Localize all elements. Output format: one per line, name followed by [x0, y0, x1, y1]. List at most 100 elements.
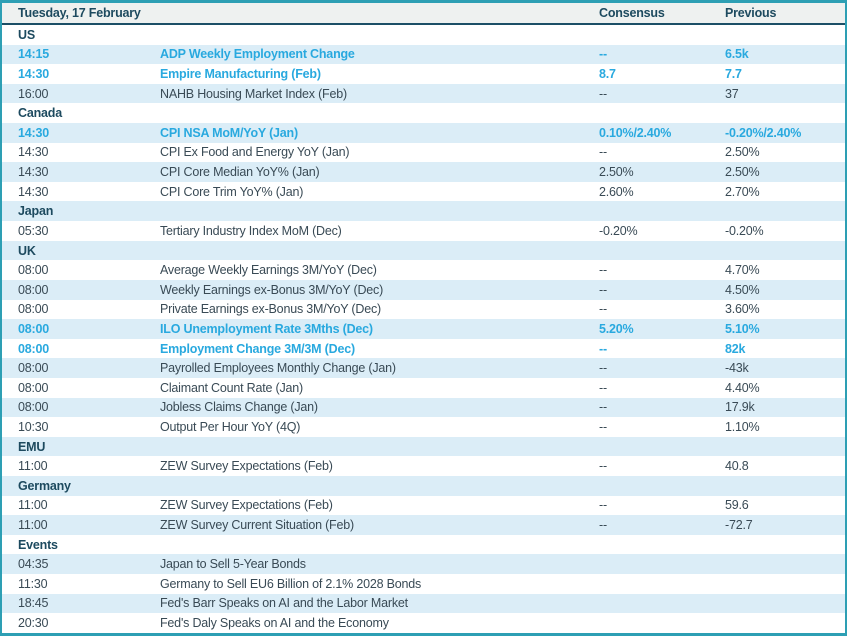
previous-value: 59.6	[725, 498, 749, 513]
previous-value: 4.50%	[725, 282, 760, 297]
consensus-value: --	[599, 498, 607, 513]
section-header-row: Japan	[2, 201, 845, 222]
table-row: 20:30 Fed's Daly Speaks on AI and the Eco…	[2, 613, 845, 633]
event-time: 05:30	[18, 223, 49, 238]
calendar-body: US 14:15 ADP Weekly Employment Change -- 6.5…	[2, 25, 845, 633]
previous-value: 2.70%	[725, 184, 760, 199]
consensus-value: --	[599, 518, 607, 533]
event-name: Output Per Hour YoY (4Q)	[160, 419, 301, 434]
previous-value: 6.5k	[725, 47, 749, 62]
event-time: 10:30	[18, 419, 49, 434]
event-name: ZEW Survey Expectations (Feb)	[160, 498, 333, 513]
table-row: 08:00 Private Earnings ex-Bonus 3M/YoY (D…	[2, 300, 845, 320]
consensus-value: 2.50%	[599, 165, 634, 180]
previous-value: 5.10%	[725, 321, 760, 336]
event-time: 20:30	[18, 616, 49, 631]
consensus-value: 5.20%	[599, 321, 634, 336]
table-row: 04:35 Japan to Sell 5-Year Bonds	[2, 554, 845, 575]
consensus-column-header: Consensus	[599, 6, 665, 20]
consensus-value: --	[599, 263, 607, 278]
previous-value: 37	[725, 86, 739, 101]
previous-value: -72.7	[725, 518, 753, 533]
table-row: 11:00 ZEW Survey Current Situation (Feb) -…	[2, 515, 845, 535]
event-name: Weekly Earnings ex-Bonus 3M/YoY (Dec)	[160, 282, 384, 297]
event-name: ZEW Survey Current Situation (Feb)	[160, 518, 354, 533]
section-header-row: US	[2, 25, 845, 45]
table-row: 11:00 ZEW Survey Expectations (Feb) -- 40.8	[2, 456, 845, 476]
previous-value: -0.20%	[725, 223, 764, 238]
section-header-row: Events	[2, 535, 845, 555]
table-row: 08:00 ILO Unemployment Rate 3Mths (Dec) 5.…	[2, 319, 845, 339]
event-name: NAHB Housing Market Index (Feb)	[160, 86, 347, 101]
table-row: 14:30 CPI Core Median YoY% (Jan) 2.50% 2.50…	[2, 162, 845, 182]
table-row: 14:15 ADP Weekly Employment Change -- 6.5k	[2, 44, 845, 65]
table-row: 08:00 Employment Change 3M/3M (Dec) -- 82k	[2, 339, 845, 359]
section-name: Canada	[18, 106, 62, 121]
event-time: 14:30	[18, 145, 49, 160]
event-time: 11:30	[18, 576, 48, 591]
event-time: 16:00	[18, 86, 49, 101]
previous-value: 2.50%	[725, 165, 760, 180]
table-row: 08:00 Payrolled Employees Monthly Change …	[2, 358, 845, 378]
previous-value: -0.20%/2.40%	[725, 125, 802, 140]
section-name: Germany	[18, 478, 71, 493]
table-row: 08:00 Average Weekly Earnings 3M/YoY (Dec…	[2, 260, 845, 280]
consensus-value: --	[599, 47, 607, 62]
consensus-value: --	[599, 282, 607, 297]
consensus-value: --	[599, 380, 607, 395]
event-name: Germany to Sell EU6 Billion of 2.1% 2028…	[160, 576, 422, 591]
section-header-row: EMU	[2, 436, 845, 457]
event-name: Tertiary Industry Index MoM (Dec)	[160, 223, 342, 238]
event-time: 08:00	[18, 361, 49, 376]
event-time: 08:00	[18, 380, 49, 395]
event-time: 08:00	[18, 400, 49, 415]
event-name: Payrolled Employees Monthly Change (Jan)	[160, 361, 396, 376]
event-name: Private Earnings ex-Bonus 3M/YoY (Dec)	[160, 302, 381, 317]
event-name: Japan to Sell 5-Year Bonds	[160, 557, 306, 572]
event-time: 18:45	[18, 596, 49, 611]
event-name: CPI Core Trim YoY% (Jan)	[160, 184, 304, 199]
event-name: Average Weekly Earnings 3M/YoY (Dec)	[160, 263, 377, 278]
consensus-value: --	[599, 145, 607, 160]
table-row: 16:00 NAHB Housing Market Index (Feb) -- 37	[2, 83, 845, 104]
event-time: 04:35	[18, 557, 49, 572]
table-row: 05:30 Tertiary Industry Index MoM (Dec) -0…	[2, 221, 845, 241]
previous-value: 82k	[725, 341, 746, 356]
event-time: 14:30	[18, 125, 49, 140]
event-time: 14:15	[18, 47, 49, 62]
event-name: Fed's Daly Speaks on AI and the Economy	[160, 616, 389, 631]
table-row: 11:00 ZEW Survey Expectations (Feb) -- 59.6	[2, 496, 845, 516]
event-name: Fed's Barr Speaks on AI and the Labor Ma…	[160, 596, 408, 611]
table-row: 11:30 Germany to Sell EU6 Billion of 2.1%…	[2, 574, 845, 594]
consensus-value: -0.20%	[599, 223, 638, 238]
section-header-row: UK	[2, 240, 845, 261]
previous-value: 4.40%	[725, 380, 760, 395]
event-name: Jobless Claims Change (Jan)	[160, 400, 318, 415]
section-name: UK	[18, 243, 36, 258]
table-row: 14:30 CPI Core Trim YoY% (Jan) 2.60% 2.70%	[2, 182, 845, 202]
consensus-value: --	[599, 419, 607, 434]
previous-column-header: Previous	[725, 6, 777, 20]
event-time: 08:00	[18, 341, 49, 356]
event-time: 14:30	[18, 67, 49, 82]
table-row: 14:30 CPI NSA MoM/YoY (Jan) 0.10%/2.40% -0.…	[2, 123, 845, 143]
consensus-value: --	[599, 302, 607, 317]
table-header-row: Tuesday, 17 February Consensus Previous	[2, 3, 845, 25]
table-row: 10:30 Output Per Hour YoY (4Q) -- 1.10%	[2, 417, 845, 437]
event-time: 14:30	[18, 184, 49, 199]
event-name: Claimant Count Rate (Jan)	[160, 380, 303, 395]
event-name: CPI Core Median YoY% (Jan)	[160, 165, 320, 180]
previous-value: -43k	[725, 361, 749, 376]
consensus-value: --	[599, 400, 607, 415]
previous-value: 7.7	[725, 67, 742, 82]
previous-value: 4.70%	[725, 263, 760, 278]
event-name: ADP Weekly Employment Change	[160, 47, 355, 62]
event-name: CPI NSA MoM/YoY (Jan)	[160, 125, 298, 140]
section-name: EMU	[18, 439, 46, 454]
consensus-value: --	[599, 86, 607, 101]
previous-value: 3.60%	[725, 302, 760, 317]
consensus-value: 0.10%/2.40%	[599, 125, 672, 140]
consensus-value: --	[599, 341, 607, 356]
previous-value: 2.50%	[725, 145, 760, 160]
